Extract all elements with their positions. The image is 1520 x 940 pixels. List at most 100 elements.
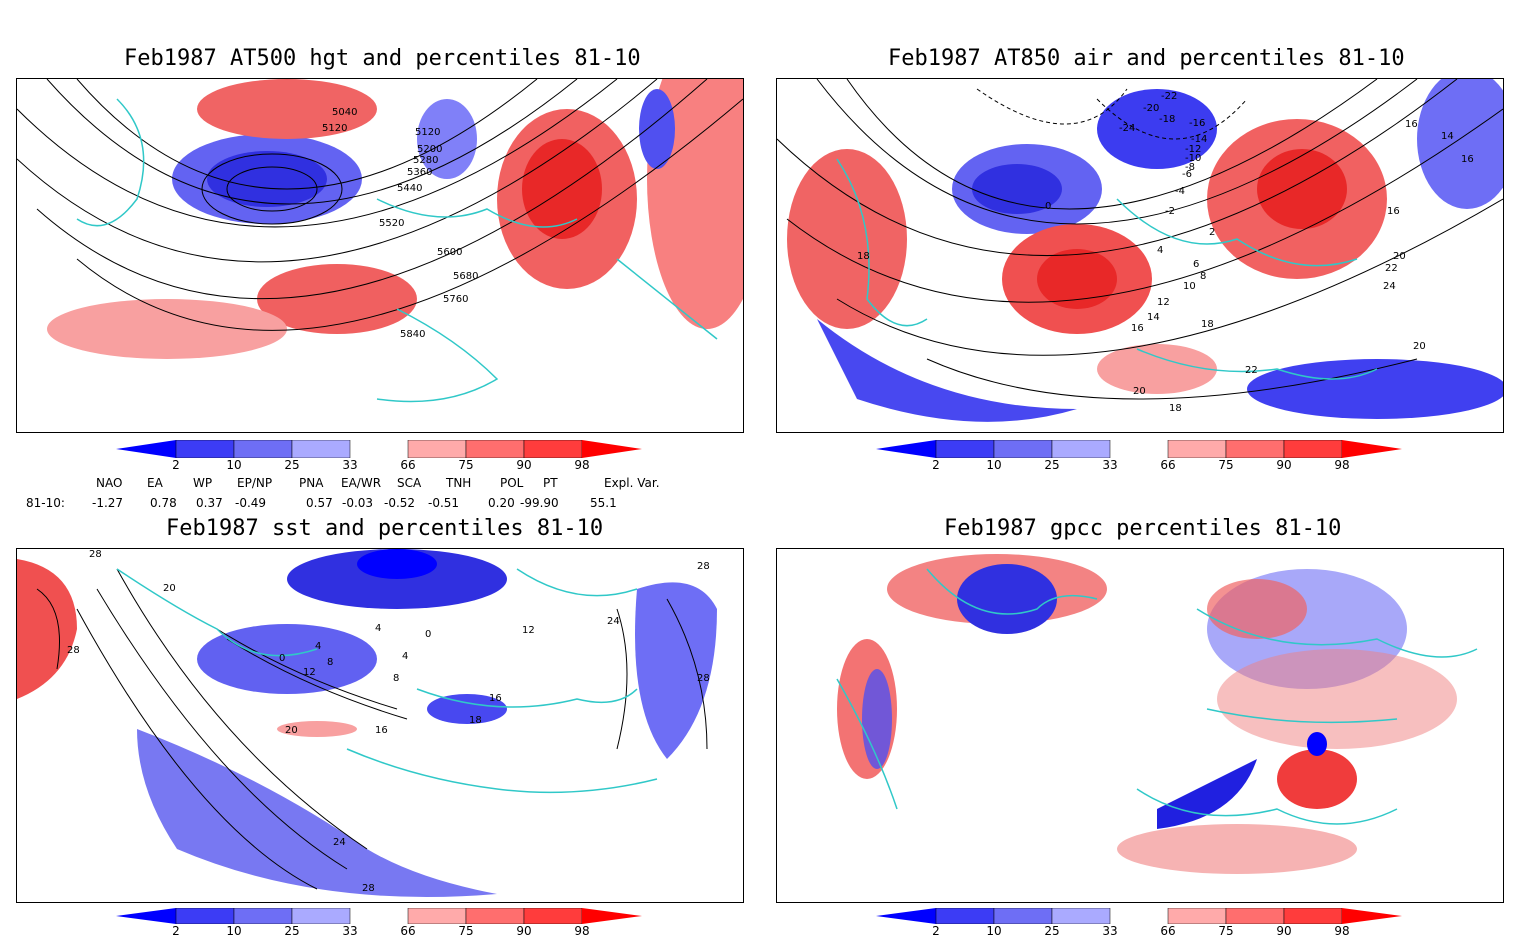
- contour-label: 28: [697, 673, 710, 684]
- contour-label: 18: [857, 251, 870, 262]
- colorbar-label: 75: [1218, 458, 1234, 472]
- contour-label: 4: [402, 651, 408, 662]
- contour-label: 5600: [437, 247, 462, 258]
- contour-label: -6: [1182, 169, 1192, 180]
- colorbar-label: 2: [172, 458, 180, 472]
- colorbar-label: 75: [458, 458, 474, 472]
- contour-label: 16: [489, 693, 502, 704]
- index-value: -1.27: [92, 496, 124, 510]
- contour-label: 24: [1383, 281, 1396, 292]
- colorbar-label: 66: [1160, 458, 1176, 472]
- index-header: EA/WR: [341, 476, 382, 490]
- panel1-title: Feb1987 AT500 hgt and percentiles 81-10: [124, 46, 641, 71]
- teleconnection-indices: NAO EA WP EP/NP PNA EA/WR SCA TNH POL PT…: [0, 476, 760, 512]
- contour-label: -14: [1191, 134, 1207, 145]
- contour-label: 24: [333, 837, 346, 848]
- index-header: POL: [500, 476, 524, 490]
- colorbar-label: 66: [1160, 924, 1176, 938]
- contour-label: 4: [1157, 245, 1163, 256]
- colorbar-label: 98: [574, 924, 590, 938]
- contour-label: 20: [285, 725, 298, 736]
- contour-label: 5360: [407, 167, 432, 178]
- index-value: -99.90: [520, 496, 559, 510]
- contour-label: 8: [327, 657, 333, 668]
- index-header: PT: [543, 476, 558, 490]
- contour-label: -8: [1185, 162, 1195, 173]
- index-header: NAO: [96, 476, 123, 490]
- contour-label: 0: [1045, 201, 1051, 212]
- contour-label: 18: [469, 715, 482, 726]
- air850-map: -22 -20 -24 -18 -16 -14 -12 -10 -8 -6 -4…: [776, 78, 1504, 433]
- contour-label: -20: [1143, 103, 1159, 114]
- colorbar-label: 2: [172, 924, 180, 938]
- contour-label: 8: [393, 673, 399, 684]
- colorbar-label: 25: [284, 924, 300, 938]
- contour-label: 6: [1193, 259, 1199, 270]
- index-header: TNH: [446, 476, 472, 490]
- contour-label: 5520: [379, 218, 404, 229]
- index-value: -0.52: [384, 496, 416, 510]
- contour-label: 5200: [417, 144, 442, 155]
- contour-label: -4: [1175, 186, 1185, 197]
- index-value: 0.20: [488, 496, 515, 510]
- panel4-title: Feb1987 gpcc percentiles 81-10: [944, 516, 1342, 541]
- contour-label: 0: [425, 629, 431, 640]
- index-header: WP: [193, 476, 213, 490]
- contour-label: 12: [303, 667, 316, 678]
- contour-label: 20: [163, 583, 176, 594]
- colorbar-label: 75: [458, 924, 474, 938]
- colorbar-top-right: 2 10 25 33 66 75 90 98: [876, 440, 1406, 476]
- colorbar-bottom-right: 2 10 25 33 66 75 90 98: [876, 908, 1406, 940]
- colorbar-label: 10: [226, 458, 242, 472]
- panel3-title: Feb1987 sst and percentiles 81-10: [166, 516, 604, 541]
- contour-label: 20: [1393, 251, 1406, 262]
- contour-label: 0: [279, 653, 285, 664]
- contour-label: 14: [1147, 312, 1160, 323]
- index-header: SCA: [397, 476, 422, 490]
- contour-label: 16: [1461, 154, 1474, 165]
- colorbar-label: 33: [1102, 458, 1118, 472]
- contour-label: 12: [522, 625, 535, 636]
- colorbar-label: 10: [986, 924, 1002, 938]
- contour-label: -10: [1185, 153, 1201, 164]
- index-value: -0.03: [342, 496, 374, 510]
- contour-label: 5120: [322, 123, 347, 134]
- colorbar-label: 25: [284, 458, 300, 472]
- contour-label: -24: [1119, 123, 1135, 134]
- contour-label: 16: [1131, 323, 1144, 334]
- hgt500-map: 5040 5120 5120 5200 5280 5360 5440 5520 …: [16, 78, 744, 433]
- contour-label: 28: [89, 549, 102, 560]
- contour-label: 18: [1201, 319, 1214, 330]
- sst-map: 28 28 20 0 4 8 12 16 20 24 28 24 28 28 1…: [16, 548, 744, 903]
- colorbar-label: 25: [1044, 458, 1060, 472]
- contour-label: 16: [1405, 119, 1418, 130]
- index-header: PNA: [299, 476, 324, 490]
- colorbar-label: 25: [1044, 924, 1060, 938]
- contour-label: 28: [697, 561, 710, 572]
- contour-label: 28: [362, 883, 375, 894]
- index-header: EA: [147, 476, 163, 490]
- contour-label: -22: [1161, 91, 1177, 102]
- colorbar-label: 66: [400, 458, 416, 472]
- colorbar-label: 98: [574, 458, 590, 472]
- contour-label: 10: [1183, 281, 1196, 292]
- contour-label: 28: [67, 645, 80, 656]
- contour-label: -2: [1165, 206, 1175, 217]
- contour-label: 16: [375, 725, 388, 736]
- contour-label: 5120: [415, 127, 440, 138]
- colorbar-label: 90: [1276, 924, 1292, 938]
- panel2-title: Feb1987 AT850 air and percentiles 81-10: [888, 46, 1405, 71]
- contour-label: 4: [315, 641, 321, 652]
- index-value: -0.51: [428, 496, 460, 510]
- colorbar-top-left: 2 10 25 33 66 75 90 98: [116, 440, 646, 476]
- colorbar-label: 98: [1334, 924, 1350, 938]
- contour-label: 8: [1200, 271, 1206, 282]
- contour-label: 22: [1245, 365, 1258, 376]
- colorbar-label: 10: [986, 458, 1002, 472]
- contour-label: 24: [607, 616, 620, 627]
- index-row-label: 81-10:: [26, 496, 65, 510]
- index-header: Expl. Var.: [604, 476, 660, 490]
- contour-label: 2: [1209, 227, 1215, 238]
- contour-label: -16: [1189, 118, 1205, 129]
- contour-label: -18: [1159, 114, 1175, 125]
